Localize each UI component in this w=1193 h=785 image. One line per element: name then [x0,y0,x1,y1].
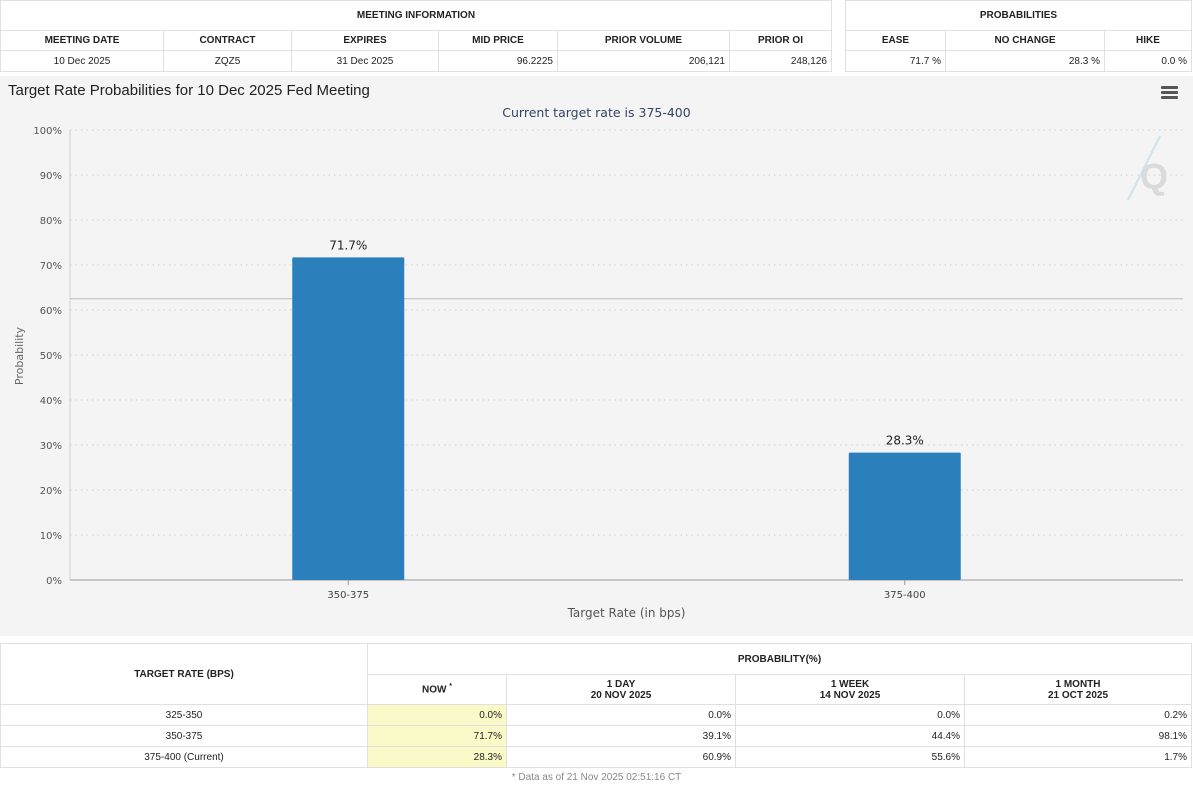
day-cell: 0.0% [506,704,736,726]
data-timestamp-footnote: * Data as of 21 Nov 2025 02:51:16 CT [511,772,682,783]
y-tick-label: 30% [40,441,62,452]
month-cell: 1.7% [964,746,1192,768]
top-info-section: MEETING INFORMATION MEETING DATE CONTRAC… [0,0,1193,74]
hamburger-menu-icon[interactable] [1161,86,1178,100]
watermark-stroke [1127,135,1161,201]
x-tick-label: 350-375 [327,590,369,601]
bar-value-label: 28.3% [886,434,924,448]
day-cell: 60.9% [506,746,736,768]
table-row: 375-400 (Current) 28.3% 60.9% 55.6% 1.7% [0,746,1192,768]
contract-value: ZQZ5 [163,50,292,72]
month-cell: 0.2% [964,704,1192,726]
col-hike: HIKE [1104,30,1192,51]
ease-value: 71.7 % [845,50,946,72]
col-1-month: 1 MONTH 21 OCT 2025 [964,674,1192,705]
y-tick-label: 10% [40,531,62,542]
prior-volume-value: 206,121 [557,50,730,72]
col-ease: EASE [845,30,946,51]
probability-chart: 0% 10% 20% 30% 40% 50% 60% 70% 80% 90% 100% 71.7% 35… [13,126,1183,620]
chart-panel: 0% 10% 20% 30% 40% 50% 60% 70% 80% 90% 100% 71.7% 35… [0,76,1193,636]
rate-cell: 375-400 (Current) [0,746,368,768]
day-cell: 39.1% [506,725,736,747]
month-cell: 98.1% [964,725,1192,747]
expires-value: 31 Dec 2025 [291,50,439,72]
col-1-day: 1 DAY 20 NOV 2025 [506,674,736,705]
now-cell: 0.0% [367,704,507,726]
col-mid-price: MID PRICE [438,30,558,51]
mid-price-value: 96.2225 [438,50,558,72]
y-tick-label: 60% [40,306,62,317]
col-now: NOW * [367,674,507,705]
y-tick-label: 20% [40,486,62,497]
y-tick-label: 0% [46,576,62,587]
table-row: 350-375 71.7% 39.1% 44.4% 98.1% [0,725,1192,747]
probability-history-section: TARGET RATE (BPS) PROBABILITY(%) NOW * 1… [0,643,1193,783]
meeting-information-table: MEETING INFORMATION MEETING DATE CONTRAC… [0,0,832,72]
col-prior-oi: PRIOR OI [729,30,832,51]
x-tick-label: 375-400 [884,590,926,601]
prior-oi-value: 248,126 [729,50,832,72]
week-cell: 55.6% [735,746,965,768]
probabilities-header: PROBABILITIES [845,0,1192,31]
bar [848,452,961,580]
rate-cell: 325-350 [0,704,368,726]
y-tick-label: 70% [40,261,62,272]
bar-value-label: 71.7% [329,238,367,252]
hike-value: 0.0 % [1104,50,1192,72]
now-asterisk: * [449,683,452,691]
table-row: 325-350 0.0% 0.0% 0.0% 0.2% [0,704,1192,726]
x-axis-title: Target Rate (in bps) [567,606,686,620]
target-rate-header: TARGET RATE (BPS) [0,643,368,705]
week-cell: 44.4% [735,725,965,747]
now-cell: 71.7% [367,725,507,747]
col-1-week: 1 WEEK 14 NOV 2025 [735,674,965,705]
col-no-change: NO CHANGE [945,30,1105,51]
col-contract: CONTRACT [163,30,292,51]
probability-header: PROBABILITY(%) [367,643,1192,675]
col-meeting-date: MEETING DATE [0,30,164,51]
bar [292,257,405,580]
y-axis-title: Probability [13,326,26,385]
watermark-logo-icon: Q [1140,156,1168,197]
y-tick-label: 50% [40,351,62,362]
chart-subtitle: Current target rate is 375-400 [502,105,691,120]
y-tick-label: 90% [40,171,62,182]
probability-history-table: TARGET RATE (BPS) PROBABILITY(%) NOW * 1… [0,643,1192,768]
probabilities-table: PROBABILITIES EASE NO CHANGE HIKE 71.7 %… [845,0,1192,72]
no-change-value: 28.3 % [945,50,1105,72]
col-expires: EXPIRES [291,30,439,51]
rate-cell: 350-375 [0,725,368,747]
meeting-date-value: 10 Dec 2025 [0,50,164,72]
meeting-information-header: MEETING INFORMATION [0,0,832,31]
week-cell: 0.0% [735,704,965,726]
now-cell: 28.3% [367,746,507,768]
chart-title: Target Rate Probabilities for 10 Dec 202… [8,82,370,99]
y-tick-label: 40% [40,396,62,407]
y-tick-label: 100% [33,126,62,137]
y-tick-label: 80% [40,216,62,227]
col-prior-volume: PRIOR VOLUME [557,30,730,51]
